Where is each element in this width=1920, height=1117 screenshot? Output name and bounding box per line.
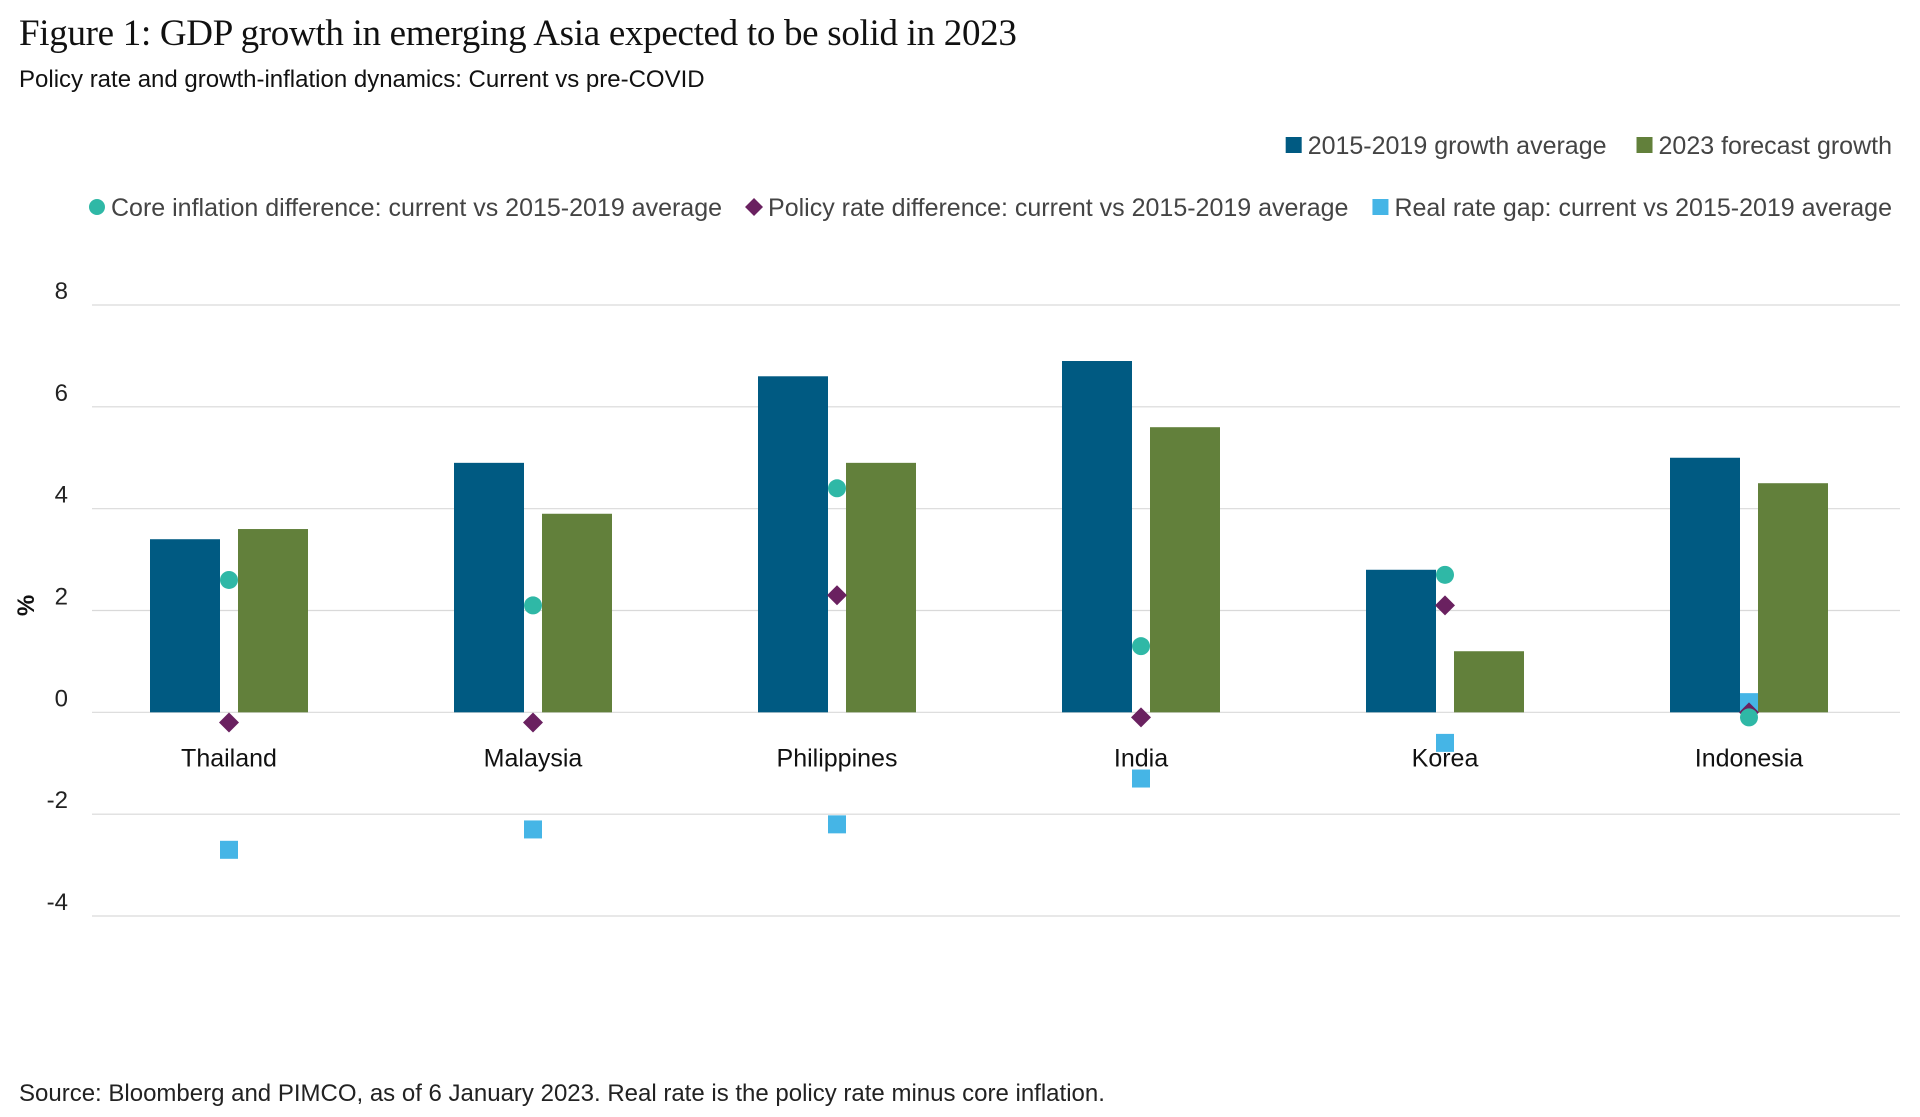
y-axis-title: % bbox=[13, 595, 40, 616]
bar-growth-2015-2019 bbox=[1366, 569, 1436, 713]
bar-growth-2023 bbox=[846, 462, 916, 713]
bar-growth-2015-2019 bbox=[150, 539, 220, 713]
point-core-inflation bbox=[524, 596, 542, 615]
legend-label: 2023 forecast growth bbox=[1659, 132, 1892, 160]
chart-title: Figure 1: GDP growth in emerging Asia ex… bbox=[19, 13, 1017, 54]
bar-growth-2015-2019 bbox=[454, 462, 524, 713]
bar-growth-2023 bbox=[1454, 651, 1524, 713]
point-policy-rate bbox=[1435, 595, 1455, 616]
legend-item: 2015-2019 growth average bbox=[1285, 132, 1607, 160]
bar-growth-2015-2019 bbox=[1670, 457, 1740, 713]
legend-label: Real rate gap: current vs 2015-2019 aver… bbox=[1394, 194, 1892, 222]
point-real-rate-gap bbox=[1132, 769, 1150, 788]
category-label: India bbox=[1114, 744, 1168, 772]
points bbox=[219, 479, 1759, 859]
category-label: Indonesia bbox=[1695, 744, 1804, 772]
bar-growth-2023 bbox=[1758, 483, 1828, 713]
point-policy-rate bbox=[1131, 707, 1151, 728]
legend-item: Real rate gap: current vs 2015-2019 aver… bbox=[1372, 194, 1892, 222]
point-real-rate-gap bbox=[828, 815, 846, 834]
y-tick-label: -4 bbox=[47, 889, 68, 916]
legend-label: Core inflation difference: current vs 20… bbox=[111, 194, 722, 222]
point-real-rate-gap bbox=[1740, 693, 1758, 712]
source-note: Source: Bloomberg and PIMCO, as of 6 Jan… bbox=[19, 1080, 1105, 1107]
point-real-rate-gap bbox=[524, 820, 542, 839]
point-core-inflation bbox=[1436, 565, 1454, 584]
legend-swatch bbox=[88, 199, 105, 215]
legend-swatch bbox=[1372, 199, 1389, 215]
point-real-rate-gap bbox=[220, 840, 238, 859]
legend-row-points: Core inflation difference: current vs 20… bbox=[88, 194, 1892, 222]
point-core-inflation bbox=[828, 479, 846, 498]
bar-growth-2023 bbox=[542, 513, 612, 713]
legend-swatch bbox=[745, 198, 764, 216]
category-labels: Thailand Malaysia Philippines India Korea Ind… bbox=[181, 744, 1803, 772]
y-tick-label: 4 bbox=[55, 482, 68, 509]
y-axis-ticks: 8 6 4 2 0 -2 -4 bbox=[47, 278, 68, 916]
y-tick-label: 2 bbox=[55, 584, 68, 611]
y-tick-label: 8 bbox=[55, 278, 68, 305]
point-policy-rate bbox=[827, 585, 847, 606]
y-tick-label: -2 bbox=[47, 787, 68, 814]
point-real-rate-gap bbox=[1436, 733, 1454, 752]
legend-item: Policy rate difference: current vs 2015-… bbox=[745, 194, 1348, 222]
bar-growth-2023 bbox=[1150, 427, 1220, 713]
point-core-inflation bbox=[1740, 708, 1758, 727]
point-core-inflation bbox=[1132, 637, 1150, 656]
legend-swatch bbox=[1636, 137, 1653, 153]
point-policy-rate bbox=[219, 712, 239, 733]
bar-growth-2015-2019 bbox=[1062, 361, 1132, 713]
point-core-inflation bbox=[220, 570, 238, 589]
bar-growth-2023 bbox=[238, 529, 308, 713]
point-policy-rate bbox=[523, 712, 543, 733]
gridlines bbox=[92, 304, 1900, 917]
category-label: Malaysia bbox=[484, 744, 583, 772]
category-label: Philippines bbox=[777, 744, 898, 772]
legend-item: 2023 forecast growth bbox=[1636, 132, 1892, 160]
y-tick-label: 6 bbox=[55, 380, 68, 407]
category-label: Thailand bbox=[181, 744, 277, 772]
chart-canvas: 2015-2019 growth average 2023 forecast gr… bbox=[13, 132, 1900, 917]
bar-growth-2015-2019 bbox=[758, 376, 828, 713]
chart-subtitle: Policy rate and growth-inflation dynamic… bbox=[19, 66, 705, 93]
bars bbox=[150, 361, 1828, 713]
legend-label: Policy rate difference: current vs 2015-… bbox=[768, 194, 1348, 222]
legend-item: Core inflation difference: current vs 20… bbox=[88, 194, 722, 222]
legend-swatch bbox=[1285, 137, 1302, 153]
legend-row-bars: 2015-2019 growth average 2023 forecast gr… bbox=[1285, 132, 1892, 160]
y-tick-label: 0 bbox=[55, 685, 68, 712]
legend-label: 2015-2019 growth average bbox=[1308, 132, 1607, 160]
